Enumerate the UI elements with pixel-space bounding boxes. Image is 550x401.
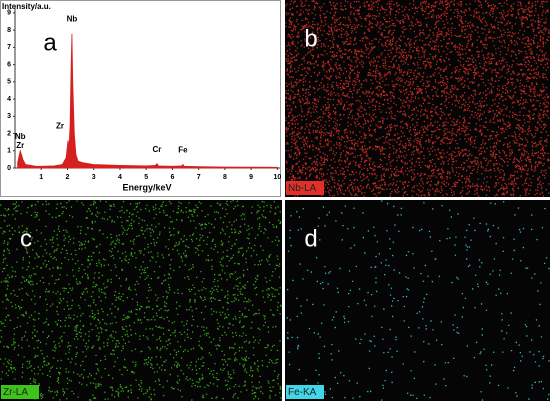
y-tick-label: 6: [7, 61, 11, 68]
y-tick-label: 1: [7, 148, 11, 155]
y-tick-label: 9: [7, 10, 11, 17]
peak-label: Zr: [56, 122, 64, 131]
y-tick-label: 2: [7, 130, 11, 137]
element-label-box: [286, 385, 324, 399]
peak-label: Nb: [15, 132, 26, 141]
element-label: Zr-LA: [3, 387, 28, 398]
panel-a-frame: [0, 0, 281, 197]
panel-label: c: [20, 225, 32, 252]
panel-label: a: [43, 29, 57, 56]
y-axis-label: Intensity/a.u.: [2, 2, 51, 11]
x-tick-label: 5: [144, 174, 148, 181]
map-background: [285, 200, 550, 401]
peak-label: Cr: [153, 145, 162, 154]
element-label: Fe-KA: [288, 387, 317, 398]
x-axis-label: Energy/keV: [122, 182, 171, 192]
peak-label: Zr: [16, 141, 24, 150]
peak-label: Fe: [178, 146, 188, 155]
x-tick-label: 10: [273, 174, 281, 181]
y-tick-label: 5: [7, 79, 11, 86]
x-tick-label: 8: [223, 174, 227, 181]
x-tick-label: 4: [118, 174, 122, 181]
x-tick-label: 7: [197, 174, 201, 181]
x-tick-label: 1: [39, 174, 43, 181]
element-label-box: [1, 385, 39, 399]
element-label: Nb-LA: [288, 183, 317, 194]
y-tick-label: 0: [7, 165, 11, 172]
panel-label: b: [304, 25, 317, 52]
x-tick-label: 3: [92, 174, 96, 181]
map-texture: [285, 0, 550, 197]
map-background: [285, 0, 550, 197]
element-label-box: [286, 181, 324, 195]
x-tick-label: 6: [170, 174, 174, 181]
x-tick-label: 9: [249, 174, 253, 181]
panel-label: d: [304, 225, 317, 252]
y-tick-label: 8: [7, 27, 11, 34]
y-tick-label: 7: [7, 44, 11, 51]
y-tick-label: 4: [7, 96, 11, 103]
peak-label: Nb: [67, 15, 78, 24]
x-tick-label: 2: [66, 174, 70, 181]
spectrum: [17, 33, 278, 169]
map-background: [0, 200, 282, 401]
y-tick-label: 3: [7, 113, 11, 120]
